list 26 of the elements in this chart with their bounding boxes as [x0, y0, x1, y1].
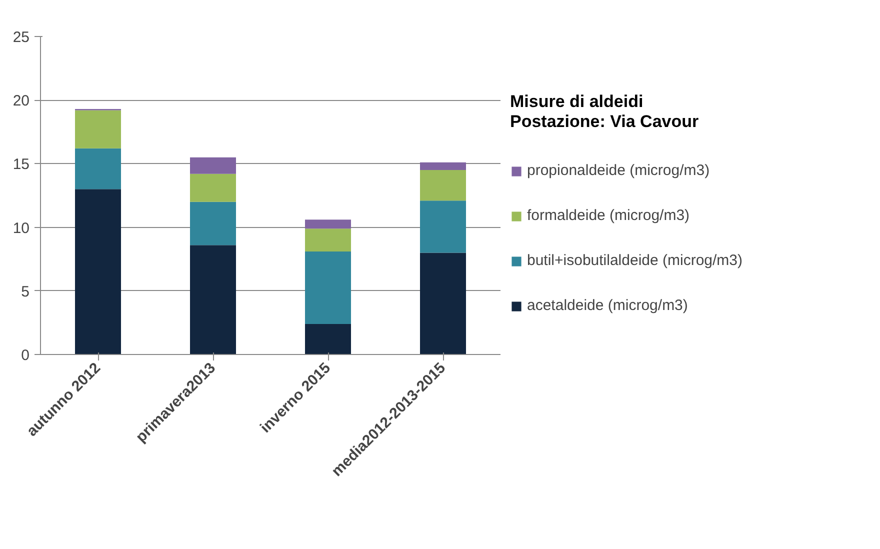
y-tick-label: 0: [21, 347, 30, 364]
bar: [305, 251, 351, 324]
bar: [190, 157, 236, 174]
bar: [420, 252, 466, 354]
bar: [75, 148, 121, 190]
bar: [190, 202, 236, 246]
bar: [190, 174, 236, 202]
y-tick-label: 15: [12, 156, 30, 174]
text: Misure di aldeidi Postazione: Via Cavour: [510, 92, 700, 132]
legend-label: propionaldeide (microg/m3): [527, 162, 710, 179]
legend-label: acetaldeide (microg/m3): [527, 297, 688, 314]
y-tick-label: 25: [12, 29, 30, 46]
bar: [420, 162, 466, 170]
bar: [75, 110, 121, 148]
bar: [420, 170, 466, 201]
bar: [305, 220, 351, 229]
bar: [190, 245, 236, 354]
bar: [75, 189, 121, 354]
y-tick-label: 5: [21, 283, 30, 300]
y-tick-label: 20: [12, 92, 30, 110]
bar: [420, 200, 466, 253]
legend-label: butil+isobutilaldeide (microg/m3): [527, 252, 743, 269]
legend-label: formaldeide (microg/m3): [527, 207, 690, 224]
bar: [305, 228, 351, 252]
y-tick-label: 10: [12, 220, 30, 237]
bar: [305, 324, 351, 354]
